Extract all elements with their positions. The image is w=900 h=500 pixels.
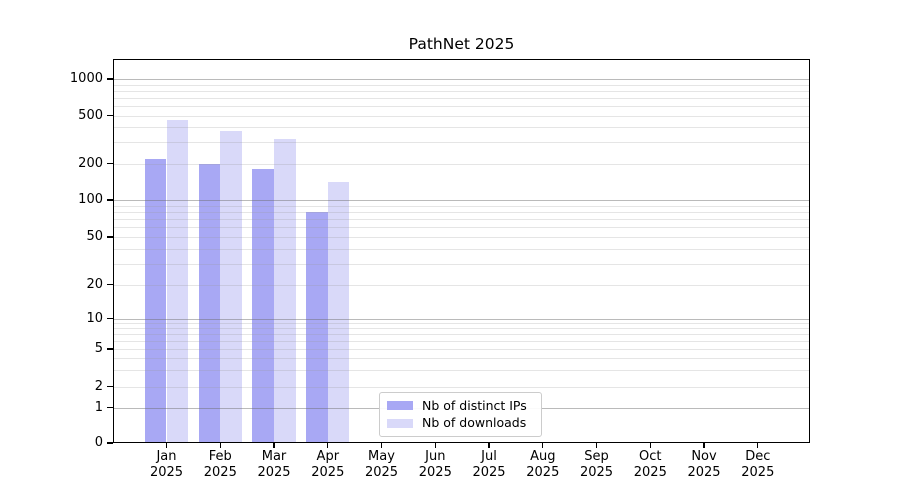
y-tick-label-2: 2 [94,378,103,394]
bar-nb-of-downloads-feb-2025 [220,131,242,443]
gridline-minor-90 [113,205,810,207]
x-tick-apr-2025 [327,443,329,448]
legend-item-distinct-ips: Nb of distinct IPs [387,397,533,414]
gridline-minor-40 [113,248,810,250]
y-tick-label-1: 1 [94,399,103,415]
gridline-minor-30 [113,263,810,265]
y-tick-2 [107,385,113,388]
gridline-major-100 [113,200,810,201]
y-tick-label-50: 50 [86,229,103,244]
gridline-minor-900 [113,84,810,86]
gridline-minor-9 [113,323,810,325]
gridline-minor-8 [113,328,810,330]
gridline-minor-400 [113,127,810,129]
y-tick-500 [107,114,113,117]
x-tick-may-2025 [380,443,383,448]
bar-nb-of-downloads-apr-2025 [327,182,350,443]
gridline-minor-70 [113,219,810,220]
y-tick-10 [107,317,113,320]
gridline-minor-4 [113,358,810,360]
y-tick-5 [107,348,113,350]
y-tick-label-0: 0 [94,435,103,450]
chart-title: PathNet 2025 [408,35,515,53]
y-tick-label-200: 200 [78,155,103,171]
x-tick-aug-2025 [542,443,544,448]
gridline-minor-6 [113,341,810,342]
legend-label-distinct-ips: Nb of distinct IPs [422,397,527,413]
x-tick-label-mar-2025: Mar 2025 [257,449,291,480]
x-tick-jun-2025 [434,443,436,448]
x-tick-label-aug-2025: Aug 2025 [526,449,560,480]
x-tick-mar-2025 [273,443,275,448]
gridline-minor-600 [113,105,810,107]
gridline-major-10 [113,318,810,320]
x-tick-label-apr-2025: Apr 2025 [311,449,345,480]
gridline-minor-700 [113,97,810,99]
bar-nb-of-distinct-ips-mar-2025 [252,169,274,443]
gridline-major-1000 [113,79,810,80]
x-tick-label-dec-2025: Dec 2025 [741,449,775,480]
y-tick-1 [107,406,113,409]
gridline-minor-80 [113,211,810,213]
y-tick-100 [107,199,113,201]
gridline-minor-20 [113,284,810,286]
x-tick-label-oct-2025: Oct 2025 [633,449,667,480]
legend-swatch-downloads-icon [387,418,413,428]
gridline-minor-200 [113,163,810,165]
x-tick-nov-2025 [703,443,705,448]
x-tick-label-nov-2025: Nov 2025 [687,449,721,480]
gridline-minor-500 [113,115,810,117]
x-tick-label-feb-2025: Feb 2025 [203,449,237,480]
x-tick-sep-2025 [595,443,598,448]
x-tick-jan-2025 [165,443,168,448]
x-tick-feb-2025 [219,443,221,448]
gridline-minor-60 [113,227,810,229]
gridline-minor-300 [113,142,810,144]
y-tick-0 [107,442,113,444]
bar-nb-of-downloads-jan-2025 [166,119,189,443]
y-tick-label-500: 500 [78,107,103,123]
legend-item-downloads: Nb of downloads [387,415,533,432]
legend-swatch-distinct-ips-icon [387,401,413,411]
bar-nb-of-distinct-ips-apr-2025 [306,211,328,443]
y-tick-label-100: 100 [78,192,103,207]
legend: Nb of distinct IPs Nb of downloads [379,392,542,437]
x-tick-label-may-2025: May 2025 [364,449,399,480]
bar-nb-of-downloads-mar-2025 [274,138,296,443]
x-tick-jul-2025 [488,443,490,448]
y-tick-label-1000: 1000 [69,71,103,86]
y-tick-label-5: 5 [94,341,103,356]
x-tick-oct-2025 [649,443,651,448]
x-tick-label-sep-2025: Sep 2025 [579,449,614,480]
y-tick-20 [107,283,113,286]
gridline-minor-7 [113,334,810,336]
x-tick-label-jun-2025: Jun 2025 [418,449,452,480]
gridline-minor-3 [113,369,810,371]
bar-nb-of-distinct-ips-jan-2025 [144,158,167,443]
legend-label-downloads: Nb of downloads [422,415,527,431]
y-tick-200 [107,162,113,165]
bar-nb-of-distinct-ips-feb-2025 [198,163,221,443]
x-tick-label-jul-2025: Jul 2025 [472,449,506,480]
x-tick-dec-2025 [757,443,759,448]
gridline-minor-800 [113,90,810,92]
x-tick-label-jan-2025: Jan 2025 [149,449,184,480]
y-tick-label-10: 10 [86,310,103,326]
gridline-minor-5 [113,349,810,350]
y-tick-label-20: 20 [86,276,103,292]
y-tick-1000 [107,78,113,80]
gridline-minor-2 [113,386,810,388]
y-tick-50 [107,236,113,238]
gridline-minor-50 [113,237,810,238]
